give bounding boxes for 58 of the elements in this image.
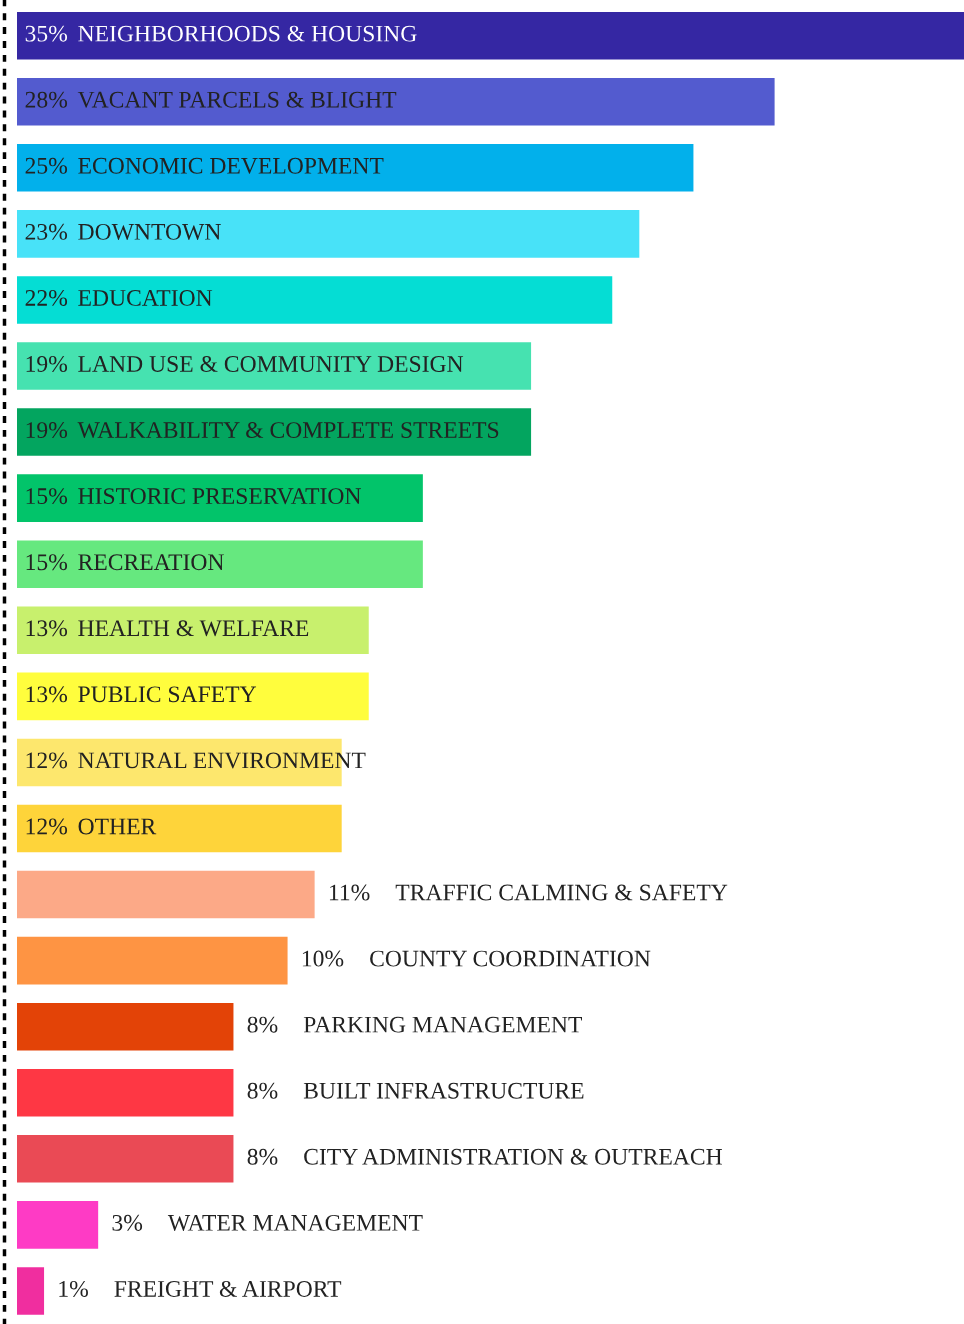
data-label: 11% (329, 884, 370, 901)
y-tick-label: OTHER (78, 818, 157, 835)
bar (17, 804, 342, 853)
y-tick-label: LAND USE & COMMUNITY DESIGN (78, 355, 464, 372)
data-label: 15% (26, 488, 68, 505)
data-label: 8% (247, 1148, 278, 1165)
y-tick-label: COUNTY COORDINATION (370, 950, 651, 967)
bar (17, 1201, 99, 1249)
bar (17, 1068, 234, 1117)
y-tick-label: RECREATION (78, 554, 224, 571)
bar (17, 11, 964, 60)
data-label: 23% (25, 223, 68, 240)
data-label: 19% (26, 422, 68, 439)
bar (17, 408, 532, 456)
data-label: 19% (26, 355, 68, 372)
y-tick-label: CITY ADMINISTRATION & OUTREACH (304, 1148, 722, 1165)
y-tick-label: ECONOMIC DEVELOPMENT (78, 157, 384, 174)
bar (17, 276, 613, 324)
data-label: 12% (26, 818, 68, 835)
y-tick-label: DOWNTOWN (78, 223, 221, 240)
data-label: 12% (26, 752, 68, 769)
bar (17, 672, 369, 721)
bar (17, 606, 369, 655)
y-tick-label: PUBLIC SAFETY (78, 686, 257, 703)
bar (17, 1002, 234, 1051)
y-tick-label: VACANT PARCELS & BLIGHT (77, 91, 397, 108)
y-tick-label: TRAFFIC CALMING & SAFETY (395, 884, 728, 901)
bar (17, 474, 423, 522)
data-label: 35% (25, 25, 68, 42)
data-label: 15% (26, 554, 68, 571)
y-tick-label: BUILT INFRASTRUCTURE (303, 1082, 584, 1099)
bar (17, 1267, 45, 1315)
y-tick-label: HEALTH & WELFARE (78, 620, 309, 637)
bar (17, 77, 775, 126)
bar (17, 210, 640, 258)
y-tick-label: FREIGHT & AIRPORT (114, 1280, 342, 1297)
bar (17, 144, 694, 192)
data-label: 25% (25, 157, 68, 174)
bar (17, 870, 315, 919)
data-label: 28% (25, 91, 68, 108)
y-tick-label: NEIGHBORHOODS & HOUSING (78, 25, 417, 42)
bar (17, 540, 423, 588)
y-tick-label: HISTORIC PRESERVATION (78, 488, 361, 505)
bar (17, 936, 288, 985)
data-label: 1% (59, 1280, 88, 1297)
data-label: 13% (26, 620, 68, 637)
data-label: 10% (302, 950, 344, 967)
data-label: 3% (112, 1214, 143, 1231)
bar (17, 1135, 234, 1183)
bar (17, 342, 532, 390)
y-tick-label: PARKING MANAGEMENT (303, 1016, 582, 1033)
y-tick-label: EDUCATION (78, 289, 213, 306)
data-label: 13% (26, 686, 68, 703)
data-label: 8% (247, 1016, 278, 1033)
data-label: 22% (25, 289, 68, 306)
y-tick-label: WATER MANAGEMENT (167, 1214, 423, 1231)
data-label: 8% (247, 1082, 278, 1099)
y-tick-label: WALKABILITY & COMPLETE STREETS (77, 422, 499, 439)
